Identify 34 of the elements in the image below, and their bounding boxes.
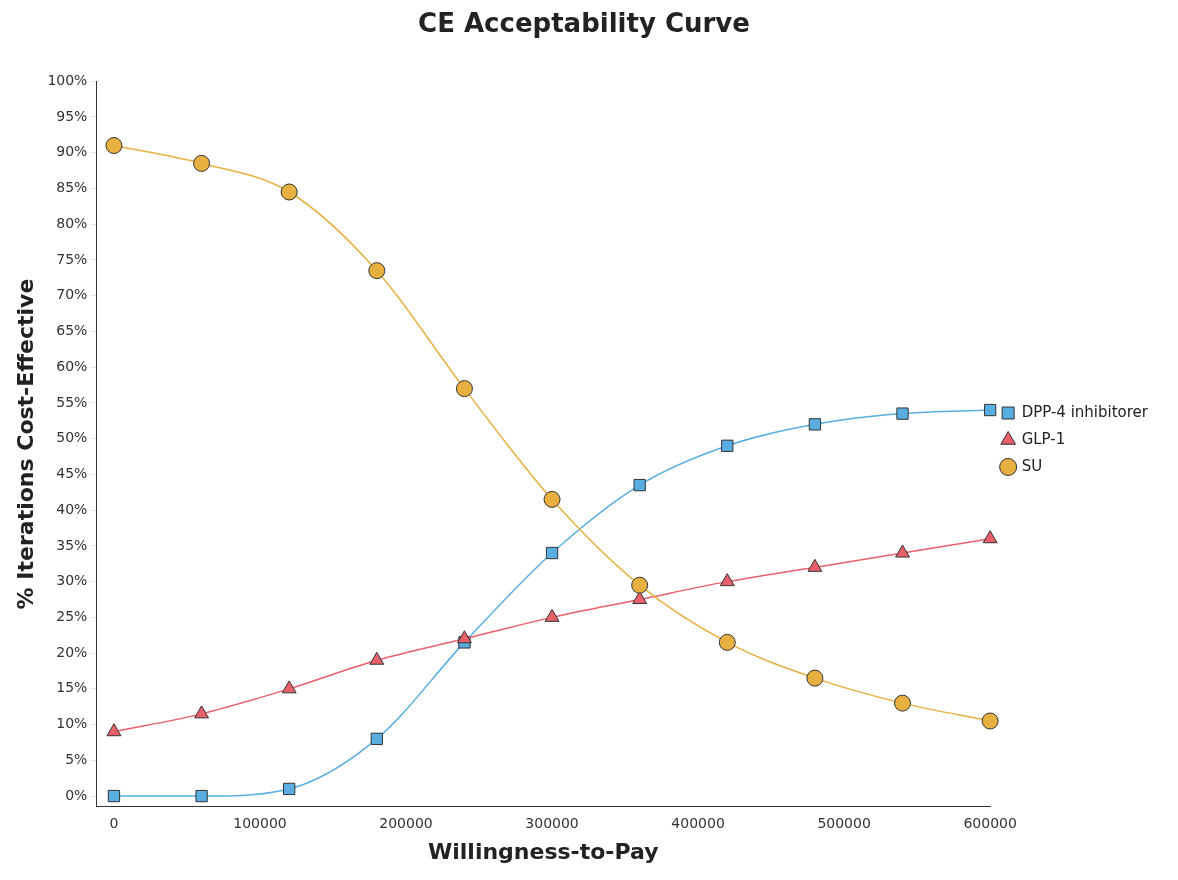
y-tick-label: 45% (56, 465, 88, 482)
legend-label: GLP-1 (1021, 429, 1066, 448)
y-tick-label: 30% (56, 572, 88, 589)
y-tick-label: 25% (56, 608, 88, 624)
y-tick-label: 90% (56, 143, 88, 160)
y-tick-label: 20% (56, 643, 88, 660)
x-tick-label: 400000 (671, 814, 725, 831)
y-tick-label: 5% (65, 750, 88, 767)
x-tick-label: 0 (109, 814, 119, 831)
y-tick-label: 70% (56, 286, 88, 303)
x-tick-label: 500000 (817, 814, 871, 831)
y-tick-label: 100% (47, 71, 88, 88)
x-tick-label: 300000 (525, 814, 579, 831)
y-tick-label: 80% (56, 214, 88, 231)
y-tick-label: 95% (56, 107, 88, 124)
y-tick-label: 75% (56, 250, 88, 267)
y-tick-label: 40% (56, 500, 88, 517)
legend-label: DPP-4 inhibitorer (1021, 402, 1149, 421)
y-tick-label: 15% (56, 679, 88, 696)
y-tick-label: 10% (56, 715, 88, 732)
y-tick-label: 55% (56, 393, 88, 410)
y-tick-label: 50% (56, 429, 88, 446)
legend-label: SU (1021, 456, 1043, 475)
y-axis-title: % Iterations Cost-Effective (12, 278, 38, 610)
y-tick-label: 60% (56, 357, 88, 374)
y-tick-label: 35% (56, 536, 88, 553)
y-tick-label: 65% (56, 322, 88, 339)
y-tick-label: 85% (56, 179, 88, 196)
x-tick-label: 100000 (233, 814, 287, 831)
x-tick-label: 600000 (963, 814, 1017, 831)
y-tick-label: 0% (65, 786, 88, 803)
x-tick-label: 200000 (379, 814, 433, 831)
x-axis-title: Willingness-to-Pay (428, 838, 659, 864)
chart-title: CE Acceptability Curve (418, 8, 750, 39)
